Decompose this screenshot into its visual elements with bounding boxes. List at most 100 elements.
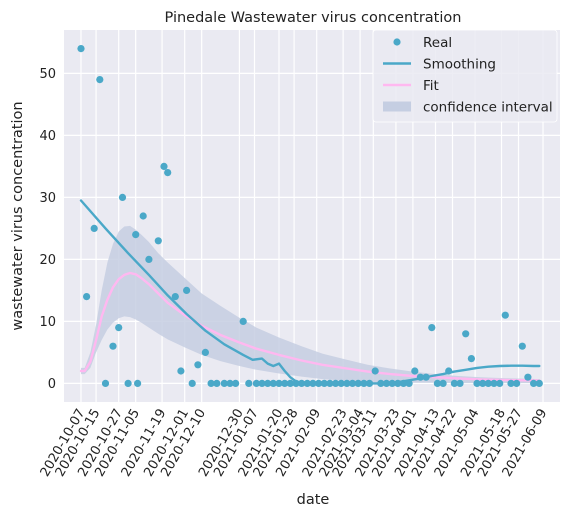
real-point <box>207 379 215 387</box>
real-point <box>513 379 521 387</box>
real-point <box>518 342 526 350</box>
real-point <box>292 379 300 387</box>
real-point <box>354 379 362 387</box>
real-point <box>298 379 306 387</box>
real-point <box>535 379 543 387</box>
real-point <box>371 367 379 375</box>
real-point <box>479 379 487 387</box>
real-point <box>183 286 191 294</box>
real-point <box>118 193 127 201</box>
real-point <box>501 311 509 319</box>
real-point <box>275 379 283 387</box>
real-point <box>490 379 498 387</box>
real-point <box>382 379 391 387</box>
real-point <box>134 379 142 387</box>
y-tick-label: 40 <box>39 129 56 144</box>
real-point <box>201 348 209 356</box>
y-tick-label: 20 <box>39 253 56 268</box>
y-tick-label: 10 <box>39 315 56 330</box>
y-tick-label: 30 <box>39 191 56 206</box>
y-axis-label: wastewater virus concentration <box>10 101 26 330</box>
real-point <box>507 379 515 387</box>
real-point <box>326 379 334 387</box>
confidence-band-layer <box>81 225 540 384</box>
real-point <box>239 317 247 325</box>
real-point <box>139 212 147 220</box>
real-point <box>124 379 132 387</box>
real-point <box>286 379 294 387</box>
legend-marker-real <box>393 38 401 46</box>
real-point <box>496 379 504 387</box>
real-point <box>101 379 110 387</box>
real-point <box>320 379 328 387</box>
real-point <box>388 379 396 387</box>
real-point <box>115 324 123 332</box>
real-point <box>188 379 196 387</box>
real-points-layer <box>77 45 543 387</box>
real-point <box>405 379 413 387</box>
confidence-band <box>81 225 540 384</box>
real-point <box>467 355 475 363</box>
real-point <box>245 379 253 387</box>
real-point <box>416 373 424 381</box>
real-point <box>309 379 317 387</box>
real-point <box>145 255 153 263</box>
real-point <box>399 379 408 387</box>
legend-label: Smoothing <box>423 57 496 73</box>
real-point <box>422 373 430 381</box>
real-point <box>258 379 266 387</box>
real-point <box>530 379 538 387</box>
x-axis-label: date <box>297 492 330 508</box>
legend-label: confidence interval <box>423 100 553 116</box>
legend: Real Smoothing Fit confidence interval <box>372 29 558 123</box>
real-point <box>164 169 172 177</box>
real-point <box>90 224 98 232</box>
real-point <box>226 379 234 387</box>
real-point <box>269 379 277 387</box>
real-point <box>445 367 453 375</box>
real-point <box>377 379 385 387</box>
real-point <box>365 379 374 387</box>
real-point <box>160 162 168 170</box>
real-point <box>411 367 419 375</box>
legend-marker-confidence <box>383 101 411 112</box>
real-point <box>213 379 221 387</box>
real-point <box>264 379 272 387</box>
real-point <box>96 76 104 84</box>
real-point <box>154 237 162 245</box>
real-point <box>450 379 458 387</box>
real-point <box>524 373 532 381</box>
y-tick-label: 0 <box>48 377 56 392</box>
real-point <box>132 231 140 239</box>
real-point <box>194 361 202 369</box>
real-point <box>220 379 228 387</box>
real-point <box>171 293 179 301</box>
real-point <box>83 293 91 301</box>
y-tick-label: 50 <box>39 67 56 82</box>
real-point <box>462 330 470 338</box>
real-point <box>303 379 311 387</box>
legend-box <box>372 29 558 123</box>
y-tick-labels: 0 10 20 30 40 50 <box>39 67 56 392</box>
real-point <box>439 379 447 387</box>
real-point <box>348 379 357 387</box>
real-point <box>281 379 289 387</box>
real-point <box>394 379 402 387</box>
real-point <box>315 379 323 387</box>
real-point <box>177 367 185 375</box>
real-point <box>456 379 464 387</box>
real-point <box>473 379 481 387</box>
real-point <box>252 379 260 387</box>
real-point <box>360 379 368 387</box>
real-point <box>433 379 441 387</box>
real-point <box>232 379 240 387</box>
real-point <box>484 379 492 387</box>
chart-title: Pinedale Wastewater virus concentration <box>165 10 462 26</box>
real-point <box>109 342 117 350</box>
real-point <box>428 324 436 332</box>
real-point <box>343 379 351 387</box>
real-point <box>77 45 85 53</box>
x-tick-labels: 2020-10-072020-10-152020-10-272020-11-05… <box>38 407 551 480</box>
legend-label: Fit <box>423 78 439 94</box>
